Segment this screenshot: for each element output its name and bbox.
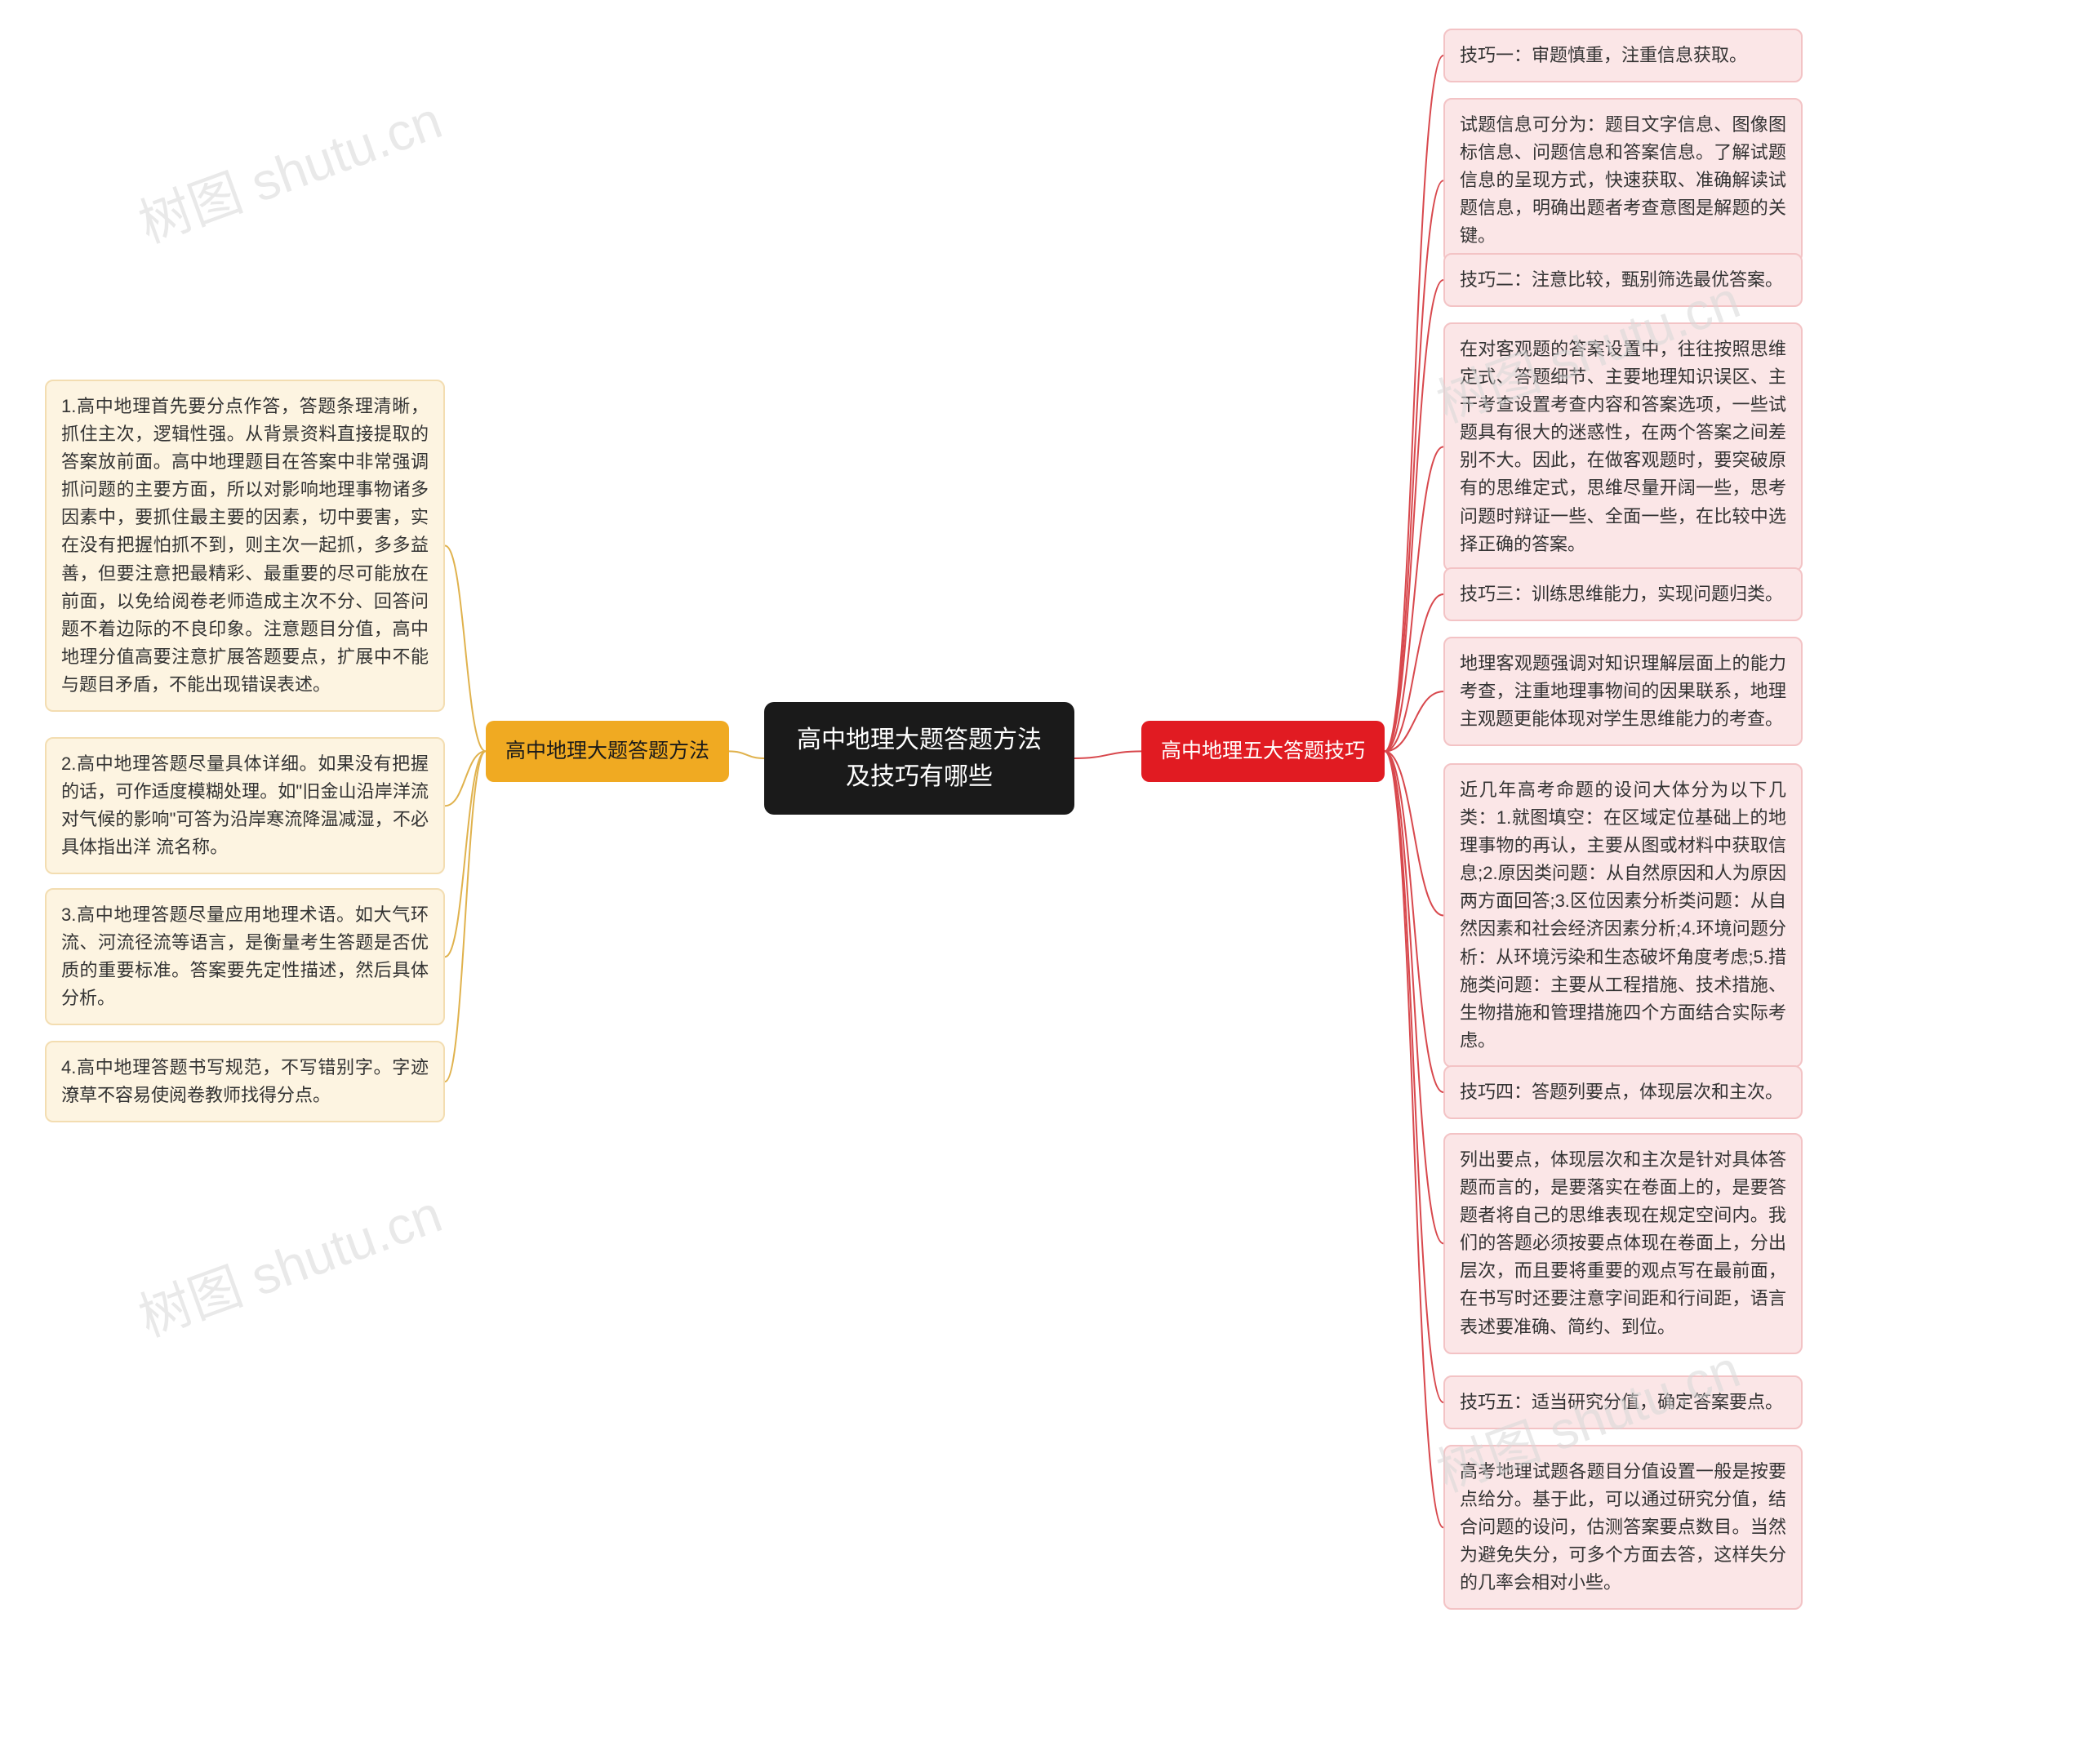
skill-leaf: 高考地理试题各题目分值设置一般是按要点给分。基于此，可以通过研究分值，结合问题的…: [1443, 1445, 1803, 1610]
method-leaf: 4.高中地理答题书写规范，不写错别字。字迹潦草不容易使阅卷教师找得分点。: [45, 1041, 445, 1122]
skill-leaf: 技巧一：审题慎重，注重信息获取。: [1443, 29, 1803, 82]
watermark: 树图 shutu.cn: [127, 1172, 451, 1351]
watermark: 树图 shutu.cn: [127, 78, 451, 257]
method-leaf: 2.高中地理答题尽量具体详细。如果没有把握的话，可作适度模糊处理。如"旧金山沿岸…: [45, 737, 445, 874]
branch-skills: 高中地理五大答题技巧: [1141, 721, 1385, 782]
skill-leaf: 技巧三：训练思维能力，实现问题归类。: [1443, 567, 1803, 621]
method-leaf: 1.高中地理首先要分点作答，答题条理清晰，抓住主次，逻辑性强。从背景资料直接提取…: [45, 380, 445, 712]
skill-leaf: 在对客观题的答案设置中，往往按照思维定式、答题细节、主要地理知识误区、主干考查设…: [1443, 322, 1803, 571]
skill-leaf: 地理客观题强调对知识理解层面上的能力考查，注重地理事物间的因果联系，地理主观题更…: [1443, 637, 1803, 746]
skill-leaf: 技巧四：答题列要点，体现层次和主次。: [1443, 1065, 1803, 1119]
skill-leaf: 近几年高考命题的设问大体分为以下几类：1.就图填空：在区域定位基础上的地理事物的…: [1443, 763, 1803, 1068]
root-node: 高中地理大题答题方法及技巧有哪些: [764, 702, 1074, 815]
skill-leaf: 列出要点，体现层次和主次是针对具体答题而言的，是要落实在卷面上的，是要答题者将自…: [1443, 1133, 1803, 1354]
method-leaf: 3.高中地理答题尽量应用地理术语。如大气环流、河流径流等语言，是衡量考生答题是否…: [45, 888, 445, 1025]
mindmap-canvas: 树图 shutu.cn 树图 shutu.cn 树图 shutu.cn 树图 s…: [0, 0, 2090, 1764]
branch-methods: 高中地理大题答题方法: [486, 721, 729, 782]
skill-leaf: 技巧五：适当研究分值，确定答案要点。: [1443, 1375, 1803, 1429]
skill-leaf: 技巧二：注意比较，甄别筛选最优答案。: [1443, 253, 1803, 307]
skill-leaf: 试题信息可分为：题目文字信息、图像图标信息、问题信息和答案信息。了解试题信息的呈…: [1443, 98, 1803, 263]
